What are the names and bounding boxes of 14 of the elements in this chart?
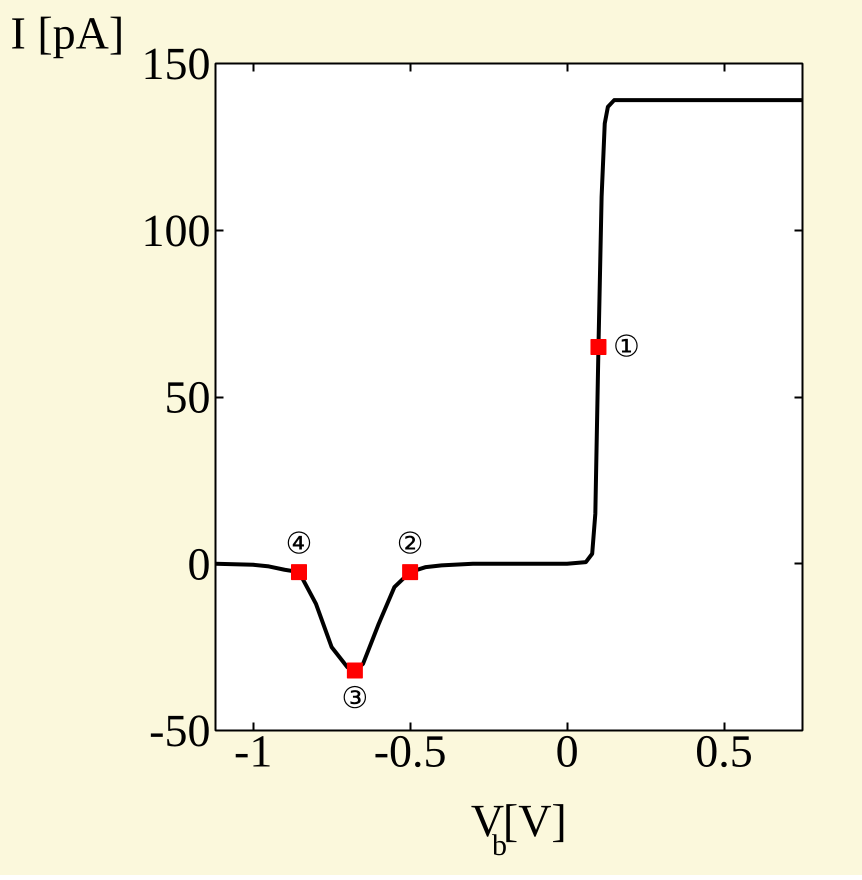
annotation: ③ — [341, 680, 368, 716]
annotation: ① — [613, 329, 640, 364]
annotation: ④ — [286, 526, 312, 562]
y-tick-label: 0 — [188, 538, 210, 590]
x-tick-label: 0.5 — [695, 726, 753, 776]
y-tick-label: 100 — [142, 204, 210, 256]
x-tick-label: 0 — [556, 726, 579, 776]
x-tick-label: -1 — [234, 726, 272, 776]
y-tick-label: -50 — [149, 705, 211, 756]
y-tick-label: 50 — [164, 372, 210, 422]
x-tick-label: -0.5 — [374, 726, 447, 776]
annotation: ② — [396, 526, 424, 562]
y-axis-title: I [pA] — [10, 8, 124, 58]
y-tick-label: 150 — [142, 38, 210, 89]
